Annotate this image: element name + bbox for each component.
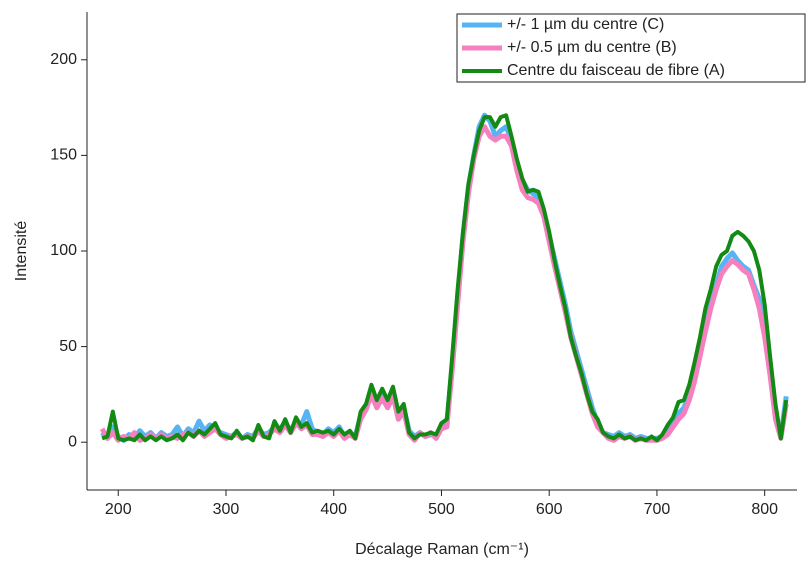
series-line	[101, 113, 789, 443]
x-tick-label: 300	[213, 501, 240, 518]
y-tick-label: 0	[68, 433, 77, 450]
legend-label: +/- 1 µm du centre (C)	[507, 16, 664, 33]
legend-box	[456, 13, 806, 83]
x-axis-label: Décalage Raman (cm⁻¹)	[355, 541, 529, 558]
legend-label: +/- 0.5 µm du centre (B)	[507, 39, 677, 56]
series-line	[100, 112, 789, 443]
y-tick-label: 50	[59, 338, 77, 355]
x-tick-label: 400	[320, 501, 347, 518]
legend-label: Centre du faisceau de fibre (A)	[507, 62, 725, 79]
x-tick-label: 200	[105, 501, 132, 518]
x-tick-label: 500	[428, 501, 455, 518]
y-tick-label: 100	[50, 242, 77, 259]
series-line	[99, 124, 789, 443]
x-tick-label: 700	[644, 501, 671, 518]
x-tick-label: 600	[536, 501, 563, 518]
y-tick-label: 150	[50, 147, 77, 164]
y-tick-label: 200	[50, 51, 77, 68]
x-tick-label: 800	[751, 501, 778, 518]
y-axis-label: Intensité	[13, 221, 30, 282]
